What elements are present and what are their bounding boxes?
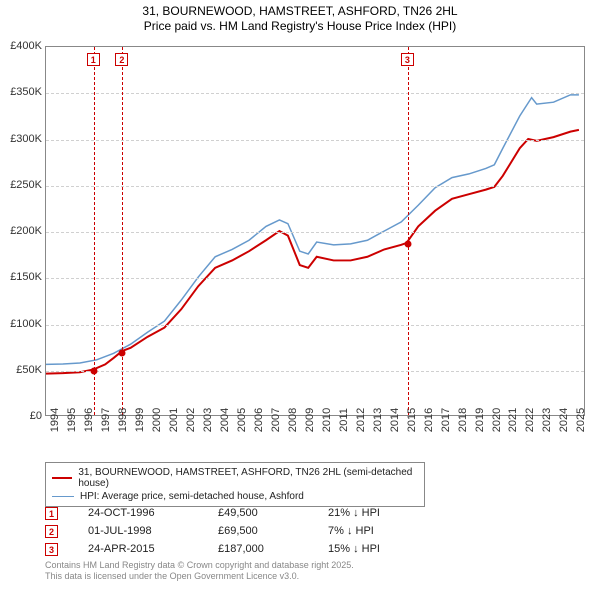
x-tick-label: 1995 xyxy=(66,408,78,432)
summary-date: 01-JUL-1998 xyxy=(88,525,218,537)
x-tick-label: 2018 xyxy=(457,408,469,432)
marker-dot xyxy=(404,241,411,248)
marker-line xyxy=(94,47,95,415)
gridline xyxy=(46,232,584,233)
y-tick-label: £50K xyxy=(0,364,42,376)
title-block: 31, BOURNEWOOD, HAMSTREET, ASHFORD, TN26… xyxy=(0,0,600,34)
x-tick-label: 2014 xyxy=(389,408,401,432)
y-tick-label: £400K xyxy=(0,40,42,52)
summary-marker-box: 3 xyxy=(45,543,58,556)
x-tick-label: 2010 xyxy=(321,408,333,432)
x-tick-label: 2007 xyxy=(270,408,282,432)
x-tick-label: 1997 xyxy=(100,408,112,432)
x-tick-label: 2016 xyxy=(423,408,435,432)
footer-line-1: Contains HM Land Registry data © Crown c… xyxy=(45,560,354,571)
x-tick-label: 2005 xyxy=(236,408,248,432)
marker-box: 3 xyxy=(401,53,414,66)
marker-dot xyxy=(119,349,126,356)
x-tick-label: 2013 xyxy=(372,408,384,432)
title-line-2: Price paid vs. HM Land Registry's House … xyxy=(0,19,600,34)
gridline xyxy=(46,325,584,326)
y-tick-label: £250K xyxy=(0,179,42,191)
x-tick-label: 2020 xyxy=(491,408,503,432)
summary-row: 3 24-APR-2015£187,00015% ↓ HPI xyxy=(45,540,438,558)
chart-container: 31, BOURNEWOOD, HAMSTREET, ASHFORD, TN26… xyxy=(0,0,600,590)
y-tick-label: £100K xyxy=(0,318,42,330)
summary-row: 2 01-JUL-1998£69,5007% ↓ HPI xyxy=(45,522,438,540)
marker-box: 1 xyxy=(87,53,100,66)
gridline xyxy=(46,93,584,94)
x-tick-label: 2009 xyxy=(304,408,316,432)
summary-marker-box: 2 xyxy=(45,525,58,538)
marker-line xyxy=(122,47,123,415)
x-tick-label: 2024 xyxy=(558,408,570,432)
summary-date: 24-OCT-1996 xyxy=(88,507,218,519)
legend-swatch-property xyxy=(52,477,72,479)
series-svg xyxy=(46,47,584,415)
x-tick-label: 1998 xyxy=(117,408,129,432)
summary-diff: 15% ↓ HPI xyxy=(328,543,438,555)
legend-row-property: 31, BOURNEWOOD, HAMSTREET, ASHFORD, TN26… xyxy=(52,466,418,490)
legend-swatch-hpi xyxy=(52,496,74,497)
summary-date: 24-APR-2015 xyxy=(88,543,218,555)
x-tick-label: 1996 xyxy=(83,408,95,432)
legend-label-property: 31, BOURNEWOOD, HAMSTREET, ASHFORD, TN26… xyxy=(78,467,418,489)
x-tick-label: 2022 xyxy=(524,408,536,432)
gridline xyxy=(46,140,584,141)
footer-line-2: This data is licensed under the Open Gov… xyxy=(45,571,354,582)
marker-line xyxy=(408,47,409,415)
summary-price: £187,000 xyxy=(218,543,328,555)
y-tick-label: £0 xyxy=(0,410,42,422)
y-tick-label: £150K xyxy=(0,271,42,283)
x-tick-label: 2019 xyxy=(474,408,486,432)
series-property xyxy=(46,130,579,374)
summary-price: £69,500 xyxy=(218,525,328,537)
summary-price: £49,500 xyxy=(218,507,328,519)
footer: Contains HM Land Registry data © Crown c… xyxy=(45,560,354,583)
legend-row-hpi: HPI: Average price, semi-detached house,… xyxy=(52,490,418,503)
gridline xyxy=(46,371,584,372)
x-tick-label: 2001 xyxy=(168,408,180,432)
summary-marker-box: 1 xyxy=(45,507,58,520)
x-tick-label: 2008 xyxy=(287,408,299,432)
x-tick-label: 1994 xyxy=(49,408,61,432)
y-tick-label: £350K xyxy=(0,86,42,98)
legend-label-hpi: HPI: Average price, semi-detached house,… xyxy=(80,491,304,502)
title-line-1: 31, BOURNEWOOD, HAMSTREET, ASHFORD, TN26… xyxy=(0,4,600,19)
summary-table: 1 24-OCT-1996£49,50021% ↓ HPI 2 01-JUL-1998… xyxy=(45,504,438,558)
x-tick-label: 2004 xyxy=(219,408,231,432)
x-tick-label: 2006 xyxy=(253,408,265,432)
x-tick-label: 1999 xyxy=(134,408,146,432)
gridline xyxy=(46,278,584,279)
y-tick-label: £300K xyxy=(0,133,42,145)
y-tick-label: £200K xyxy=(0,225,42,237)
x-tick-label: 2011 xyxy=(338,408,350,432)
marker-box: 2 xyxy=(115,53,128,66)
summary-row: 1 24-OCT-1996£49,50021% ↓ HPI xyxy=(45,504,438,522)
x-tick-label: 2023 xyxy=(541,408,553,432)
x-tick-label: 2012 xyxy=(355,408,367,432)
plot-area: 1 2 3 xyxy=(45,46,585,416)
summary-diff: 21% ↓ HPI xyxy=(328,507,438,519)
x-tick-label: 2003 xyxy=(202,408,214,432)
legend: 31, BOURNEWOOD, HAMSTREET, ASHFORD, TN26… xyxy=(45,462,425,507)
x-tick-label: 2015 xyxy=(406,408,418,432)
x-tick-label: 2021 xyxy=(507,408,519,432)
summary-diff: 7% ↓ HPI xyxy=(328,525,438,537)
marker-dot xyxy=(90,368,97,375)
x-tick-label: 2017 xyxy=(440,408,452,432)
x-tick-label: 2000 xyxy=(151,408,163,432)
x-tick-label: 2025 xyxy=(575,408,587,432)
gridline xyxy=(46,186,584,187)
x-tick-label: 2002 xyxy=(185,408,197,432)
